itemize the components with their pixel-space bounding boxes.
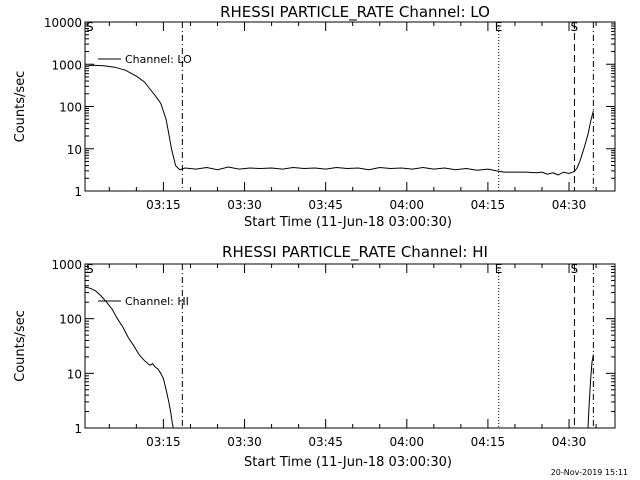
panel-lo-channel: RHESSI PARTICLE_RATE Channel: LO 1 10 100 10… [13,3,616,230]
y-tick-label: 100 [59,101,82,115]
event-marker-label: E [495,20,503,34]
y-tick-label: 1 [74,185,82,199]
event-marker-label: S [86,262,94,276]
x-tick-label: 03:15 [146,198,181,212]
event-marker-label: S [86,20,94,34]
event-marker-label: E [495,262,503,276]
y-axis-label: Counts/sec [13,71,28,143]
series-line [84,286,174,429]
date-stamp: 20-Nov-2019 15:11 [551,468,628,477]
x-tick-label: 04:30 [552,435,587,449]
y-axis-label: Counts/sec [13,310,28,382]
y-tick-label: 100 [59,313,82,327]
y-tick-label: 10 [67,367,82,381]
x-tick-label: 04:30 [552,198,587,212]
x-tick-label: 04:00 [389,435,424,449]
x-axis-label: Start Time (11-Jun-18 03:00:30) [244,455,452,470]
event-marker-label: S [570,262,578,276]
legend-label: Channel: LO [125,53,192,66]
x-tick-label: 04:15 [471,435,506,449]
y-tick-label: 1000 [51,258,82,272]
legend-label: Channel: HI [125,295,189,308]
event-marker-label: S [570,20,578,34]
x-tick-label: 04:15 [471,198,506,212]
plot-frame [84,21,616,192]
x-tick-label: 03:30 [227,198,262,212]
y-tick-label: 1 [74,422,82,436]
x-tick-label: 03:15 [146,435,181,449]
y-tick-label: 10 [67,143,82,157]
x-tick-label: 03:45 [308,435,343,449]
y-tick-label: 10000 [44,16,82,30]
x-tick-label: 03:45 [308,198,343,212]
x-tick-label: 03:30 [227,435,262,449]
chart-title: RHESSI PARTICLE_RATE Channel: LO [220,3,490,22]
plot-frame [84,263,616,429]
x-tick-label: 04:00 [389,198,424,212]
y-tick-label: 1000 [51,58,82,72]
chart-title: RHESSI PARTICLE_RATE Channel: HI [222,243,488,262]
panel-hi-channel: RHESSI PARTICLE_RATE Channel: HI 1 10 100 10… [13,243,616,470]
series-line [84,64,594,176]
series-line [587,354,594,429]
x-axis-label: Start Time (11-Jun-18 03:00:30) [244,215,452,230]
